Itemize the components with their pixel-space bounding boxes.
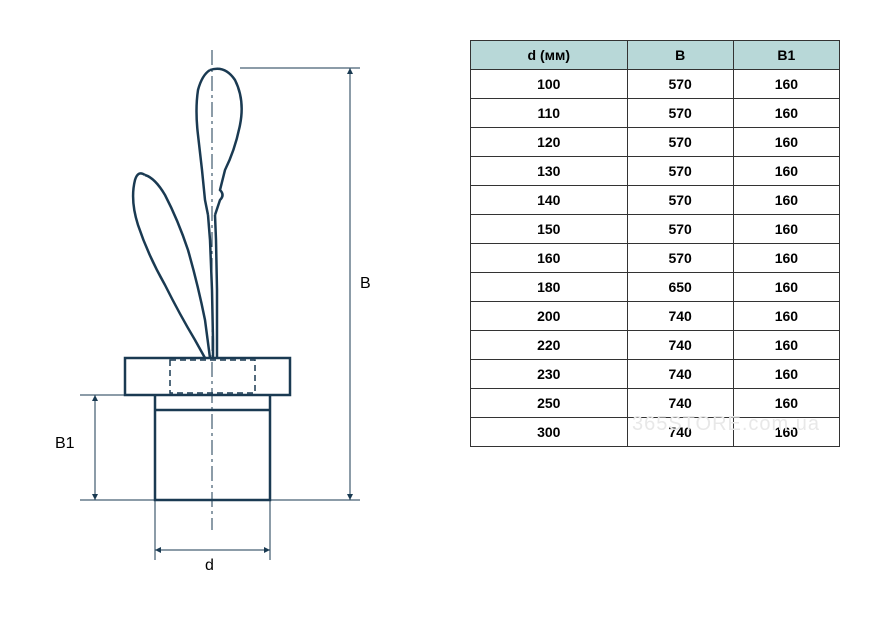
table-cell: 160 (733, 70, 839, 99)
table-row: 220740160 (471, 331, 840, 360)
table-cell: 160 (733, 302, 839, 331)
table-header-row: d (мм) B B1 (471, 41, 840, 70)
table-cell: 570 (627, 99, 733, 128)
table-cell: 110 (471, 99, 628, 128)
table-cell: 120 (471, 128, 628, 157)
table-cell: 180 (471, 273, 628, 302)
table-cell: 160 (733, 128, 839, 157)
table-cell: 160 (471, 244, 628, 273)
table-cell: 650 (627, 273, 733, 302)
dimensions-table-area: d (мм) B B1 1005701601105701601205701601… (470, 40, 840, 447)
table-row: 180650160 (471, 273, 840, 302)
table-cell: 570 (627, 215, 733, 244)
table-cell: 740 (627, 302, 733, 331)
table-cell: 160 (733, 273, 839, 302)
dimensions-table: d (мм) B B1 1005701601105701601205701601… (470, 40, 840, 447)
col-header-B1: B1 (733, 41, 839, 70)
table-row: 200740160 (471, 302, 840, 331)
table-row: 160570160 (471, 244, 840, 273)
table-cell: 140 (471, 186, 628, 215)
dim-label-B1: B1 (55, 435, 75, 453)
table-cell: 160 (733, 360, 839, 389)
table-cell: 100 (471, 70, 628, 99)
table-cell: 160 (733, 331, 839, 360)
dim-label-d: d (205, 557, 214, 575)
table-cell: 570 (627, 128, 733, 157)
table-row: 110570160 (471, 99, 840, 128)
table-cell: 250 (471, 389, 628, 418)
table-cell: 220 (471, 331, 628, 360)
table-cell: 150 (471, 215, 628, 244)
table-cell: 160 (733, 186, 839, 215)
table-row: 130570160 (471, 157, 840, 186)
table-cell: 160 (733, 99, 839, 128)
table-cell: 160 (733, 215, 839, 244)
table-cell: 570 (627, 186, 733, 215)
watermark: 365STORE.com.ua (632, 413, 820, 436)
table-row: 140570160 (471, 186, 840, 215)
table-cell: 130 (471, 157, 628, 186)
table-cell: 740 (627, 331, 733, 360)
table-cell: 230 (471, 360, 628, 389)
table-cell: 160 (733, 157, 839, 186)
technical-diagram: B B1 d (30, 40, 410, 600)
table-cell: 740 (627, 360, 733, 389)
table-cell: 570 (627, 157, 733, 186)
table-row: 120570160 (471, 128, 840, 157)
col-header-B: B (627, 41, 733, 70)
table-row: 150570160 (471, 215, 840, 244)
table-cell: 160 (733, 244, 839, 273)
table-cell: 570 (627, 70, 733, 99)
table-cell: 200 (471, 302, 628, 331)
table-cell: 300 (471, 418, 628, 447)
table-row: 230740160 (471, 360, 840, 389)
col-header-d: d (мм) (471, 41, 628, 70)
table-cell: 570 (627, 244, 733, 273)
table-row: 100570160 (471, 70, 840, 99)
dim-label-B: B (360, 275, 371, 293)
